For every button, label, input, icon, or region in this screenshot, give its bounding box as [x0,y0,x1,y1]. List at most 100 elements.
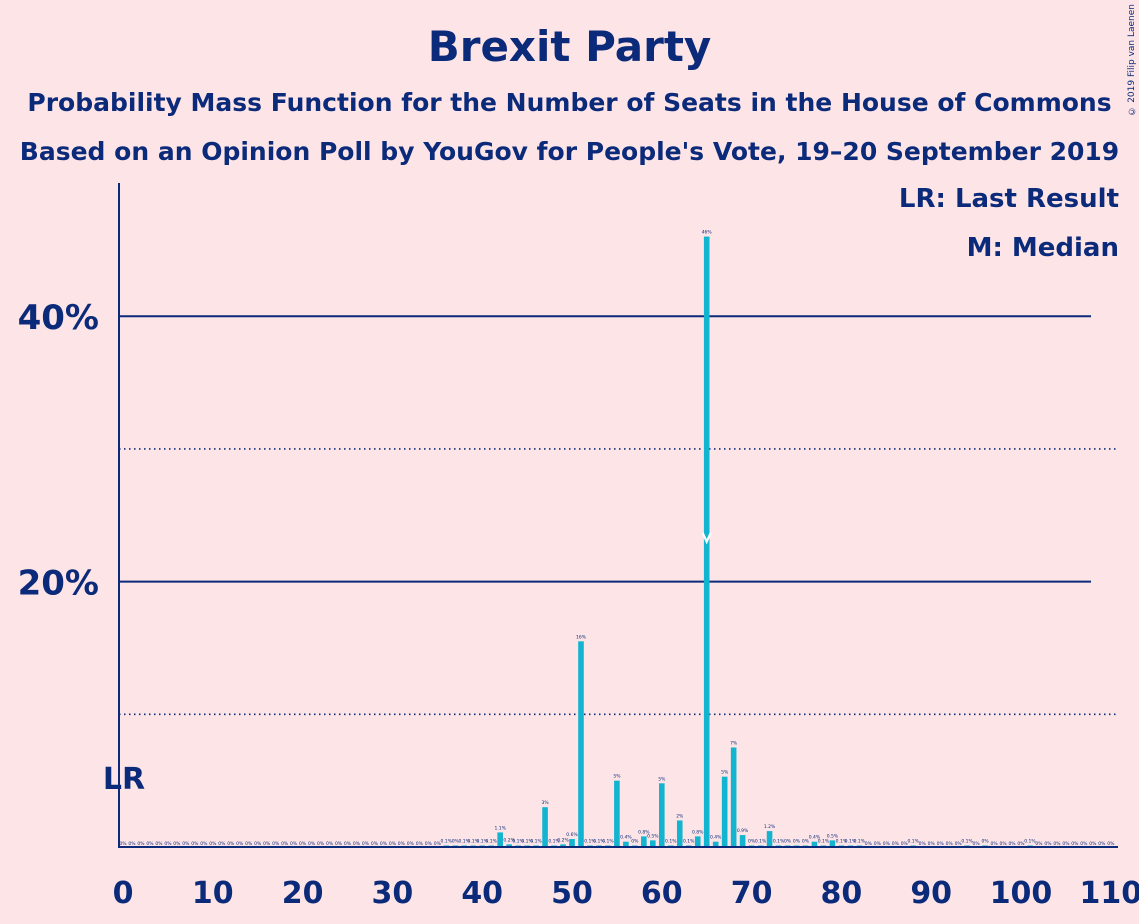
data-label: 0.1% [548,839,560,845]
seat-bar [694,836,701,847]
legend-median: M: Median [966,233,1119,263]
chart-title: Brexit Party [427,22,712,71]
data-label: 0.2% [557,837,569,843]
seat-bar [766,831,773,847]
data-label-zero: 0% [380,841,388,847]
data-label: 0.5% [827,833,839,839]
data-label-zero: 0% [128,841,136,847]
data-label: 0% [748,839,756,845]
data-label: 0.1% [593,839,605,845]
seat-bar [560,844,566,847]
data-label: 0.1% [961,839,973,845]
x-tick-label: 80 [821,876,863,911]
data-label-zero: 0% [218,841,226,847]
data-label-zero: 0% [937,841,945,847]
data-label-zero: 0% [119,841,127,847]
data-label-zero: 0% [874,841,882,847]
data-label-zero: 0% [137,841,145,847]
data-label: 0.1% [665,839,677,845]
y-tick-label: 40% [18,298,99,338]
data-label: 0.1% [773,839,785,845]
x-tick-label: 30 [372,876,414,911]
data-label-zero: 0% [263,841,271,847]
data-label-zero: 0% [407,841,415,847]
data-label-zero: 0% [1107,841,1115,847]
data-label-zero: 0% [191,841,199,847]
data-label: 0% [452,839,460,845]
data-label-zero: 0% [919,841,927,847]
data-label: 16% [576,634,587,640]
data-label-zero: 0% [1053,841,1061,847]
data-label: 0.1% [468,839,480,845]
data-label-zero: 0% [236,841,244,847]
data-label: 0.4% [620,835,632,841]
data-label-zero: 0% [389,841,397,847]
data-label-zero: 0% [398,841,406,847]
chart-source: Based on an Opinion Poll by YouGov for P… [19,137,1120,166]
data-label-zero: 0% [344,841,352,847]
data-label-zero: 0% [434,841,442,847]
data-label-zero: 0% [308,841,316,847]
data-label-zero: 0% [335,841,343,847]
seat-bar [721,776,728,847]
data-label: 0.9% [737,828,749,834]
data-label: 0% [793,839,801,845]
data-label: 0.4% [710,835,722,841]
data-label-zero: 0% [1017,841,1025,847]
data-label-zero: 0% [1098,841,1106,847]
data-label-zero: 0% [155,841,163,847]
seat-bar [506,844,512,847]
data-label: 0.1% [459,839,471,845]
data-label: 1.2% [764,824,776,830]
x-tick-label: 110 [1079,876,1139,911]
x-tick-label: 50 [551,876,593,911]
data-label-zero: 0% [865,841,873,847]
data-label-zero: 0% [209,841,217,847]
data-label: 0.1% [908,839,920,845]
data-label-zero: 0% [353,841,361,847]
median-marker [701,532,712,545]
data-label: 0.8% [692,829,704,835]
data-label-zero: 0% [1071,841,1079,847]
data-label: 1.1% [494,825,506,831]
data-label-zero: 0% [272,841,280,847]
data-label-zero: 0% [416,841,424,847]
data-label: 2% [676,813,684,819]
data-label-zero: 0% [164,841,172,847]
seat-bar [542,807,548,847]
data-label: 0.1% [530,839,542,845]
seat-bar [730,747,737,847]
x-tick-label: 40 [461,876,503,911]
data-label-zero: 0% [1062,841,1070,847]
seat-bar [811,841,818,847]
data-label: 0.1% [854,839,866,845]
data-label-zero: 0% [1044,841,1052,847]
legend-last-result: LR: Last Result [898,184,1119,214]
seat-bar [739,835,746,847]
seat-bar [623,841,629,847]
data-label-zero: 0% [946,841,954,847]
data-label-zero: 0% [928,841,936,847]
data-label: 0.1% [441,839,453,845]
data-label-zero: 0% [955,841,963,847]
data-label-zero: 0% [182,841,190,847]
seat-bar [659,783,665,847]
data-label: 0% [784,839,792,845]
data-label-zero: 0% [883,841,891,847]
data-label: 5% [658,776,666,782]
data-label-zero: 0% [290,841,298,847]
seat-bar [712,841,719,847]
chart-subtitle: Probability Mass Function for the Number… [27,88,1112,117]
data-label-zero: 0% [371,841,379,847]
data-label: 0.1% [602,839,614,845]
data-label-zero: 0% [425,841,433,847]
data-label: 0.1% [584,839,596,845]
data-label: 0.4% [809,835,821,841]
data-label: 0.1% [836,839,848,845]
data-label: 0% [982,839,990,845]
data-label: 0.1% [512,839,524,845]
data-label-zero: 0% [1080,841,1088,847]
data-label: 5% [613,774,621,780]
data-label: 0.1% [755,839,767,845]
